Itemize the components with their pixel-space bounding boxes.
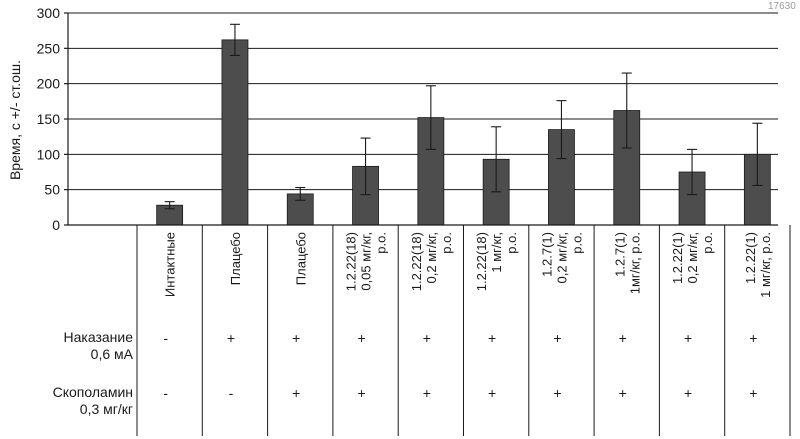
category-labels: Интактные Плацебо Плацебо 1.2.22(18)0,05 мг… [163, 232, 773, 298]
row-mark: + [357, 330, 365, 346]
row-mark: + [423, 385, 431, 401]
row-mark: + [749, 385, 757, 401]
row-mark: + [227, 330, 235, 346]
y-tick-label: 300 [37, 5, 61, 21]
row-mark: + [488, 385, 496, 401]
category-label: Плацебо [228, 232, 243, 285]
category-label: 1.2.22(1)1 мг/кг, р.о. [743, 232, 773, 298]
y-tick-label: 0 [52, 217, 60, 233]
category-label: 1.2.22(18)1 мг/кг,р.о. [474, 232, 519, 291]
row-mark: + [423, 330, 431, 346]
y-tick-label: 100 [37, 146, 61, 162]
row-mark: - [229, 385, 234, 401]
row-label: Скополамин0,3 мг/кг [53, 384, 133, 417]
row-mark: + [292, 330, 300, 346]
row-mark: + [749, 330, 757, 346]
condition-rows: Наказание0,6 мА - + + + + + + + + + Скополамин0,3 м… [53, 329, 758, 417]
row-mark: + [488, 330, 496, 346]
bars [157, 40, 771, 225]
row-mark: - [163, 385, 168, 401]
y-tick-label: 150 [37, 111, 61, 127]
y-tick-label: 200 [37, 76, 61, 92]
y-tick-labels: 0 50 100 150 200 250 300 [37, 5, 61, 233]
row-mark: + [619, 330, 627, 346]
row-mark: + [553, 330, 561, 346]
corner-number: 17630 [768, 1, 796, 12]
category-label: 1.2.22(18)0,05 мг/кг,р.о. [344, 232, 389, 291]
category-label: Плацебо [293, 232, 308, 285]
bar [222, 40, 248, 225]
category-label: 1.2.22(1)0,2 мг/кг,р.о. [670, 232, 715, 284]
row-mark: + [357, 385, 365, 401]
row-label: Наказание0,6 мА [63, 329, 133, 362]
y-tick-label: 50 [44, 182, 60, 198]
category-label: Интактные [163, 232, 178, 297]
category-label: 1.2.7(1)0,2 мг/кг,р.о. [539, 232, 584, 283]
y-tick-label: 250 [37, 40, 61, 56]
y-axis-title: Время, с +/- ст.ош. [7, 60, 23, 180]
row-mark: - [163, 330, 168, 346]
error-bars [165, 24, 763, 208]
category-label: 1.2.7(1)1мг/кг, р.о. [612, 232, 642, 294]
row-mark: + [553, 385, 561, 401]
row-mark: + [684, 330, 692, 346]
row-mark: + [684, 385, 692, 401]
row-mark: + [619, 385, 627, 401]
row-mark: + [292, 385, 300, 401]
category-label: 1.2.22(18)0,2 мг/кг,р.о. [409, 232, 454, 291]
